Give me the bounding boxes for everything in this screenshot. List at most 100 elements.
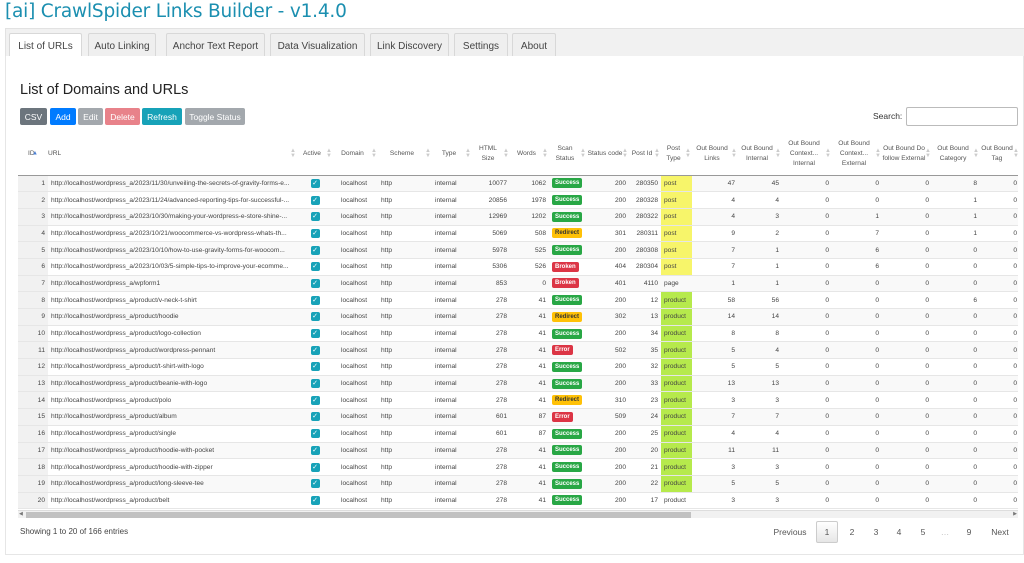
checkmark-icon[interactable]: ✓ bbox=[310, 212, 320, 222]
active-checkbox[interactable]: ✓ bbox=[297, 308, 333, 326]
active-checkbox[interactable]: ✓ bbox=[297, 341, 333, 360]
column-header[interactable]: Post Id ▲ ▼ bbox=[629, 133, 661, 176]
column-header[interactable]: HTML Size ▲ ▼ bbox=[472, 133, 510, 176]
checkmark-icon[interactable]: ✓ bbox=[310, 429, 320, 439]
horizontal-scrollbar[interactable]: ◀ ▶ bbox=[18, 510, 1018, 518]
sort-icon[interactable]: ▲ ▼ bbox=[825, 147, 831, 159]
checkmark-icon[interactable]: ✓ bbox=[310, 412, 320, 422]
sort-icon[interactable]: ▲ ▼ bbox=[622, 147, 628, 159]
active-checkbox[interactable]: ✓ bbox=[297, 408, 333, 426]
table-row[interactable]: 5 http://localhost/wordpress_a/2023/10/10… bbox=[18, 241, 1018, 259]
column-header[interactable]: Out Bound Context... Internal ▲ ▼ bbox=[782, 133, 832, 176]
table-row[interactable]: 4 http://localhost/wordpress_a/2023/10/21… bbox=[18, 225, 1018, 243]
sort-icon[interactable]: ▲ ▼ bbox=[775, 147, 781, 159]
checkmark-icon[interactable]: ✓ bbox=[310, 312, 320, 322]
pagination-page[interactable]: 5 bbox=[920, 527, 926, 537]
active-checkbox[interactable]: ✓ bbox=[297, 492, 333, 509]
column-header[interactable]: Domain ▲ ▼ bbox=[333, 133, 378, 176]
checkmark-icon[interactable]: ✓ bbox=[310, 195, 320, 205]
tab-data-visualization[interactable]: Data Visualization bbox=[270, 33, 365, 58]
tab-list-of-urls[interactable]: List of URLs bbox=[9, 33, 82, 59]
active-checkbox[interactable]: ✓ bbox=[297, 391, 333, 410]
pagination-page[interactable]: 3 bbox=[873, 527, 879, 537]
tab-about[interactable]: About bbox=[512, 33, 556, 58]
pagination-page[interactable]: 1 bbox=[816, 521, 838, 543]
active-checkbox[interactable]: ✓ bbox=[297, 225, 333, 243]
checkmark-icon[interactable]: ✓ bbox=[310, 245, 320, 255]
table-row[interactable]: 9 http://localhost/wordpress_a/product/ho… bbox=[18, 308, 1018, 326]
column-header[interactable]: Out Bound Category ▲ ▼ bbox=[932, 133, 980, 176]
tab-settings[interactable]: Settings bbox=[454, 33, 508, 58]
pagination-page[interactable]: 4 bbox=[896, 527, 902, 537]
table-row[interactable]: 19 http://localhost/wordpress_a/product/l… bbox=[18, 475, 1018, 493]
column-header[interactable]: Words ▲ ▼ bbox=[510, 133, 549, 176]
sort-ascending-icon[interactable]: ▲ bbox=[32, 150, 38, 157]
toggle-status-button[interactable]: Toggle Status bbox=[185, 108, 245, 125]
tab-anchor-text-report[interactable]: Anchor Text Report bbox=[166, 33, 265, 58]
sort-icon[interactable]: ▲ ▼ bbox=[654, 147, 660, 159]
column-header[interactable]: Out Bound Internal ▲ ▼ bbox=[738, 133, 782, 176]
active-checkbox[interactable]: ✓ bbox=[297, 325, 333, 343]
table-row[interactable]: 14 http://localhost/wordpress_a/product/p… bbox=[18, 391, 1018, 410]
active-checkbox[interactable]: ✓ bbox=[297, 241, 333, 259]
pagination-page[interactable]: 9 bbox=[966, 527, 972, 537]
sort-icon[interactable]: ▲ ▼ bbox=[425, 147, 431, 159]
column-header[interactable]: Active ▲ ▼ bbox=[297, 133, 333, 176]
active-checkbox[interactable]: ✓ bbox=[297, 175, 333, 193]
column-header[interactable]: Type ▲ ▼ bbox=[432, 133, 472, 176]
column-header[interactable]: Scheme ▲ ▼ bbox=[378, 133, 432, 176]
table-row[interactable]: 3 http://localhost/wordpress_a/2023/10/30… bbox=[18, 208, 1018, 226]
checkmark-icon[interactable]: ✓ bbox=[310, 379, 320, 389]
table-row[interactable]: 2 http://localhost/wordpress_a/2023/11/24… bbox=[18, 191, 1018, 209]
table-row[interactable]: 15 http://localhost/wordpress_a/product/a… bbox=[18, 408, 1018, 426]
sort-icon[interactable]: ▲ ▼ bbox=[973, 147, 979, 159]
column-header[interactable]: Out Bound Context... External ▲ ▼ bbox=[832, 133, 882, 176]
sort-icon[interactable]: ▲ ▼ bbox=[580, 147, 586, 159]
sort-icon[interactable]: ▲ ▼ bbox=[542, 147, 548, 159]
scroll-left-arrow-icon[interactable]: ◀ bbox=[19, 511, 23, 517]
checkmark-icon[interactable]: ✓ bbox=[310, 479, 320, 489]
table-row[interactable]: 16 http://localhost/wordpress_a/product/s… bbox=[18, 425, 1018, 443]
column-header[interactable]: URL ▲ ▼ bbox=[48, 133, 297, 176]
checkmark-icon[interactable]: ✓ bbox=[310, 295, 320, 305]
sort-icon[interactable]: ▲ ▼ bbox=[731, 147, 737, 159]
sort-icon[interactable]: ▲ ▼ bbox=[503, 147, 509, 159]
pagination-previous[interactable]: Previous bbox=[773, 527, 807, 537]
active-checkbox[interactable]: ✓ bbox=[297, 475, 333, 493]
column-header[interactable]: Status code ▲ ▼ bbox=[587, 133, 629, 176]
table-row[interactable]: 20 http://localhost/wordpress_a/product/b… bbox=[18, 492, 1018, 509]
active-checkbox[interactable]: ✓ bbox=[297, 425, 333, 443]
active-checkbox[interactable]: ✓ bbox=[297, 191, 333, 209]
active-checkbox[interactable]: ✓ bbox=[297, 258, 333, 276]
checkmark-icon[interactable]: ✓ bbox=[310, 345, 320, 355]
pagination-next[interactable]: Next bbox=[991, 527, 1009, 537]
checkmark-icon[interactable]: ✓ bbox=[310, 262, 320, 272]
column-header[interactable]: Scan Status ▲ ▼ bbox=[549, 133, 587, 176]
search-input[interactable] bbox=[906, 107, 1018, 126]
table-row[interactable]: 13 http://localhost/wordpress_a/product/b… bbox=[18, 375, 1018, 393]
table-row[interactable]: 12 http://localhost/wordpress_a/product/t… bbox=[18, 358, 1018, 376]
table-row[interactable]: 6 http://localhost/wordpress_a/2023/10/03… bbox=[18, 258, 1018, 276]
checkmark-icon[interactable]: ✓ bbox=[310, 278, 320, 288]
column-header[interactable]: Out Bound Tag ▲ ▼ bbox=[980, 133, 1018, 176]
checkmark-icon[interactable]: ✓ bbox=[310, 228, 320, 238]
sort-icon[interactable]: ▲ ▼ bbox=[326, 147, 332, 159]
scroll-right-arrow-icon[interactable]: ▶ bbox=[1013, 511, 1017, 517]
active-checkbox[interactable]: ✓ bbox=[297, 375, 333, 393]
active-checkbox[interactable]: ✓ bbox=[297, 442, 333, 460]
active-checkbox[interactable]: ✓ bbox=[297, 291, 333, 309]
checkmark-icon[interactable]: ✓ bbox=[310, 395, 320, 405]
checkmark-icon[interactable]: ✓ bbox=[310, 445, 320, 455]
sort-icon[interactable]: ▲ ▼ bbox=[371, 147, 377, 159]
column-header[interactable]: Out Bound Do follow External ▲ ▼ bbox=[882, 133, 932, 176]
checkmark-icon[interactable]: ✓ bbox=[310, 462, 320, 472]
tab-link-discovery[interactable]: Link Discovery bbox=[370, 33, 449, 58]
pagination-page[interactable]: 2 bbox=[849, 527, 855, 537]
delete-button[interactable]: Delete bbox=[105, 108, 140, 125]
sort-icon[interactable]: ▲ ▼ bbox=[685, 147, 691, 159]
table-row[interactable]: 1 http://localhost/wordpress_a/2023/11/30… bbox=[18, 175, 1018, 193]
refresh-button[interactable]: Refresh bbox=[142, 108, 182, 125]
active-checkbox[interactable]: ✓ bbox=[297, 208, 333, 226]
table-row[interactable]: 7 http://localhost/wordpress_a/wpform1 ✓ lo… bbox=[18, 275, 1018, 293]
checkmark-icon[interactable]: ✓ bbox=[310, 178, 320, 188]
